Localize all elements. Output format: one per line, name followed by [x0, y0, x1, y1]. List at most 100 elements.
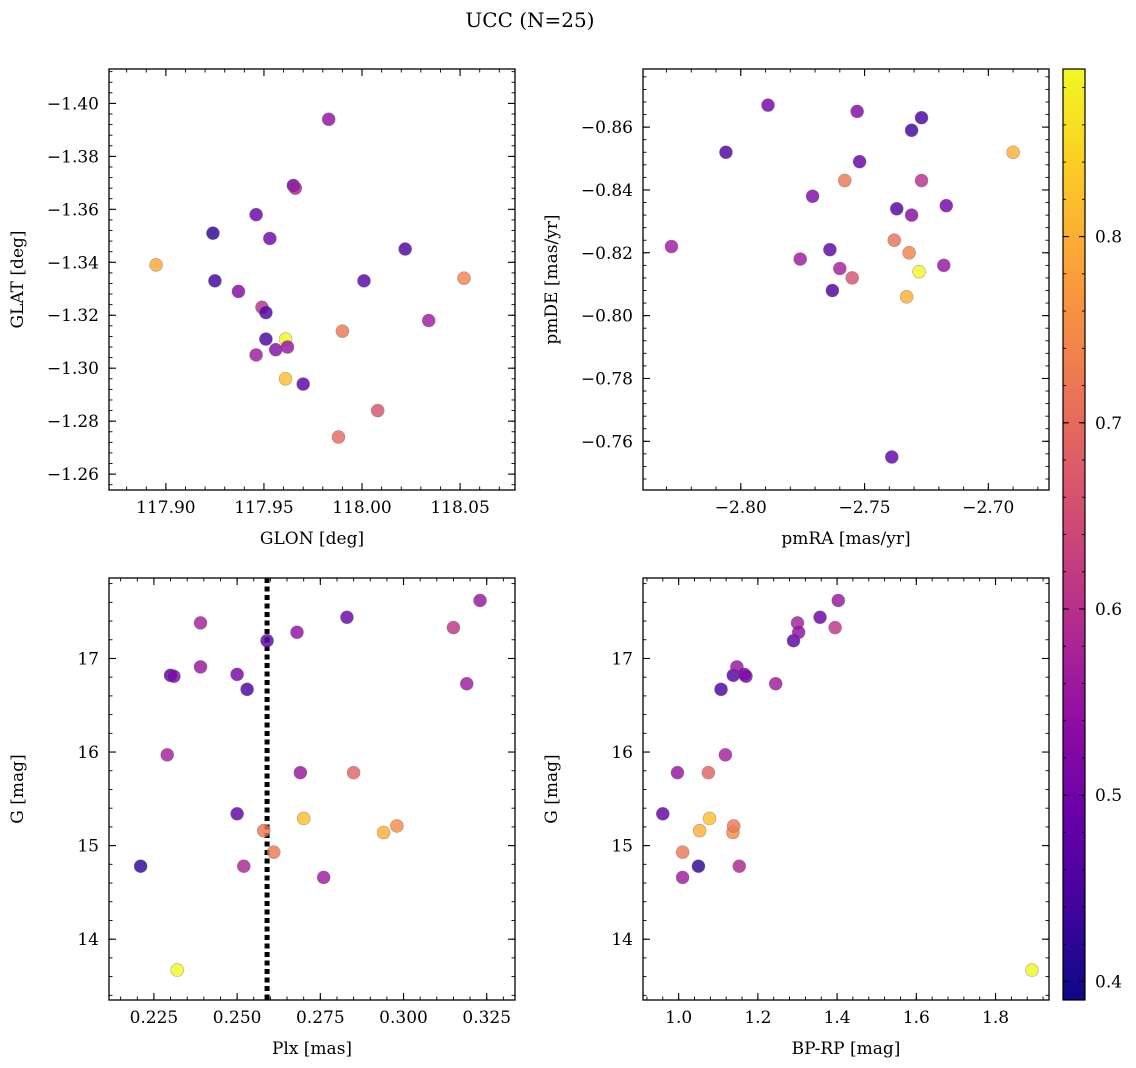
figure-title: UCC (N=25) [465, 8, 594, 32]
data-point [259, 305, 273, 320]
y-tick-label: −0.84 [581, 181, 633, 201]
data-point [670, 765, 685, 780]
x-tick-label: 0.325 [462, 1008, 511, 1028]
y-tick-label: −1.34 [47, 253, 99, 273]
plot-frame [642, 68, 1050, 491]
data-point [904, 123, 919, 138]
data-point [714, 682, 728, 697]
data-point [331, 430, 346, 444]
x-tick-label: 0.300 [379, 1008, 428, 1028]
data-point [825, 283, 840, 298]
y-tick-label: −1.32 [47, 306, 99, 326]
colorbar-gradient [1063, 69, 1085, 1000]
data-point [149, 258, 163, 272]
data-point [340, 610, 354, 625]
data-point [249, 348, 263, 362]
plot-frame [642, 577, 1050, 1001]
x-tick-label: 1.4 [824, 1008, 851, 1028]
y-tick-label: −0.76 [581, 432, 633, 452]
data-point [732, 859, 747, 873]
x-tick-label: 117.95 [234, 498, 293, 518]
points [664, 98, 1020, 464]
data-point [208, 274, 222, 288]
data-point [193, 660, 208, 674]
data-point [939, 198, 954, 213]
y-axis-label: pmDE [mas/yr] [542, 214, 562, 344]
x-tick-label: 0.250 [213, 1008, 262, 1028]
data-point [249, 207, 263, 222]
data-point [845, 271, 859, 285]
data-point [167, 669, 181, 684]
y-tick-label: 16 [77, 743, 99, 763]
y-tick-label: −1.38 [47, 147, 99, 167]
data-point [912, 264, 926, 279]
x-tick-label: 0.275 [296, 1008, 345, 1028]
data-point [133, 859, 148, 873]
data-point [902, 245, 916, 260]
data-point [230, 667, 244, 682]
data-point [1025, 963, 1039, 977]
y-axis-label: GLAT [deg] [8, 230, 28, 328]
data-point [473, 593, 487, 608]
y-tick-label: 17 [611, 649, 633, 669]
data-point [266, 845, 281, 859]
x-axis-label: Plx [mas] [272, 1039, 352, 1059]
data-point [692, 823, 707, 838]
y-tick-label: 17 [77, 649, 99, 669]
data-point [260, 633, 274, 648]
data-point [805, 189, 820, 204]
x-tick-label: −2.70 [962, 498, 1014, 518]
data-point [256, 823, 271, 838]
data-point [446, 620, 461, 635]
data-point [1006, 145, 1020, 160]
colorbar-tick-label: 0.4 [1095, 972, 1122, 992]
data-point [370, 403, 385, 418]
data-point [837, 173, 852, 188]
data-point [691, 859, 706, 873]
x-tick-label: 117.90 [136, 498, 195, 518]
data-point [914, 110, 929, 125]
x-tick-label: 0.225 [130, 1008, 179, 1028]
data-point [761, 98, 775, 112]
x-tick-label: 1.2 [744, 1008, 771, 1028]
data-point [278, 371, 293, 386]
data-point [793, 252, 808, 266]
data-point [914, 173, 929, 188]
data-point [398, 242, 412, 256]
data-point [889, 202, 904, 216]
data-point [899, 289, 914, 304]
data-point [675, 845, 690, 859]
data-point [828, 620, 842, 635]
y-tick-label: −1.26 [47, 465, 99, 485]
data-point [335, 324, 350, 338]
colorbar-tick-label: 0.8 [1095, 228, 1122, 248]
data-point [718, 748, 733, 762]
data-point [656, 806, 670, 821]
x-tick-label: −2.80 [715, 498, 767, 518]
panel-bottom-left: 0.225 0.250 0.275 0.300 0.325 14 15 16 17 Plx [ma… [8, 577, 516, 1059]
x-tick-label: 118.05 [430, 498, 489, 518]
data-point [357, 274, 371, 288]
data-point [230, 806, 244, 821]
data-point [346, 765, 361, 780]
data-point [160, 748, 175, 762]
x-tick-label: 1.8 [982, 1008, 1009, 1028]
data-point [823, 242, 837, 257]
y-axis-label: G [mag] [8, 754, 28, 823]
plot-frame [108, 68, 516, 491]
x-tick-label: 1.0 [665, 1008, 692, 1028]
panel-bottom-right: 1.0 1.2 1.4 1.6 1.8 14 15 16 17 BP-RP [mag] G [mag… [542, 577, 1050, 1059]
data-point [296, 377, 310, 391]
data-point [170, 963, 185, 977]
points [133, 593, 487, 977]
x-tick-label: −2.75 [839, 498, 891, 518]
y-tick-label: 16 [611, 743, 633, 763]
x-tick-label: 1.6 [903, 1008, 930, 1028]
y-tick-label: 14 [611, 930, 633, 950]
data-point [296, 811, 311, 826]
data-point [231, 284, 246, 299]
data-point [833, 261, 847, 276]
points [656, 593, 1039, 977]
data-point [768, 676, 783, 691]
